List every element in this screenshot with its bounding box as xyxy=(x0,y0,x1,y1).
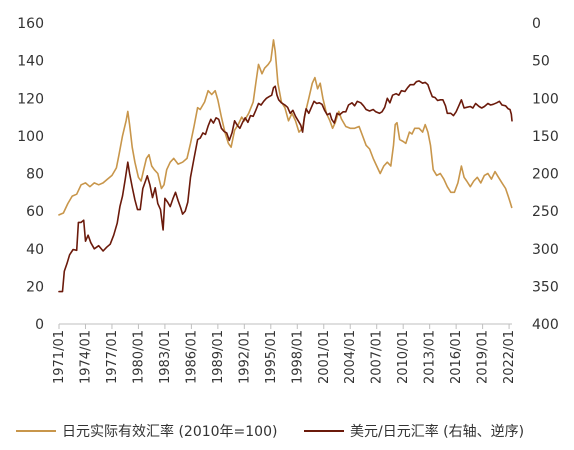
x-tick-label: 1983/01 xyxy=(158,330,173,384)
right-y-tick-label: 400 xyxy=(532,317,559,333)
x-tick-label: 1980/01 xyxy=(131,330,146,384)
right-y-tick-label: 200 xyxy=(532,167,559,183)
x-tick-label: 2001/01 xyxy=(317,330,332,384)
left-y-tick-label: 160 xyxy=(17,16,44,32)
right-y-tick-label: 100 xyxy=(532,91,559,107)
x-tick-label: 2013/01 xyxy=(423,330,438,384)
x-tick-label: 1986/01 xyxy=(184,330,199,384)
legend-label: 日元实际有效汇率 (2010年=100) xyxy=(62,423,277,440)
x-tick-label: 2019/01 xyxy=(476,330,491,384)
x-tick-label: 2007/01 xyxy=(370,330,385,384)
right-y-tick-label: 50 xyxy=(532,54,550,70)
left-y-tick-label: 20 xyxy=(26,279,44,295)
x-tick-label: 1971/01 xyxy=(52,330,67,384)
left-y-tick-label: 80 xyxy=(26,167,44,183)
right-y-tick-label: 300 xyxy=(532,242,559,258)
right-y-tick-label: 150 xyxy=(532,129,559,145)
series-line-reer xyxy=(58,39,513,216)
left-y-axis: 0 20 40 60 80 100 120 140 160 xyxy=(17,16,44,333)
x-tick-label: 2010/01 xyxy=(396,330,411,384)
x-tick-label: 1989/01 xyxy=(211,330,226,384)
legend: 日元实际有效汇率 (2010年=100) 美元/日元汇率 (右轴、逆序) xyxy=(16,423,524,440)
x-axis: 1971/01 1974/01 1977/01 1980/01 1983/01 1986/… xyxy=(52,324,517,384)
legend-label: 美元/日元汇率 (右轴、逆序) xyxy=(350,423,524,440)
left-y-tick-label: 140 xyxy=(17,54,44,70)
left-y-tick-label: 60 xyxy=(26,204,44,220)
x-tick-label: 1992/01 xyxy=(237,330,252,384)
x-tick-label: 1998/01 xyxy=(290,330,305,384)
x-tick-label: 1977/01 xyxy=(105,330,120,384)
left-y-tick-label: 100 xyxy=(17,129,44,145)
series-layer xyxy=(58,39,513,293)
series-line-usdjpy xyxy=(58,80,513,293)
x-tick-label: 2004/01 xyxy=(343,330,358,384)
left-y-tick-label: 120 xyxy=(17,91,44,107)
left-y-tick-label: 0 xyxy=(35,317,44,333)
x-tick-label: 2016/01 xyxy=(449,330,464,384)
right-y-tick-label: 250 xyxy=(532,204,559,220)
right-y-axis: 0 50 100 150 200 250 300 350 400 xyxy=(532,16,559,333)
right-y-tick-label: 350 xyxy=(532,279,559,295)
x-tick-label: 2022/01 xyxy=(502,330,517,384)
x-tick-label: 1974/01 xyxy=(78,330,93,384)
right-y-tick-label: 0 xyxy=(532,16,541,32)
x-tick-label: 1995/01 xyxy=(264,330,279,384)
left-y-tick-label: 40 xyxy=(26,242,44,258)
